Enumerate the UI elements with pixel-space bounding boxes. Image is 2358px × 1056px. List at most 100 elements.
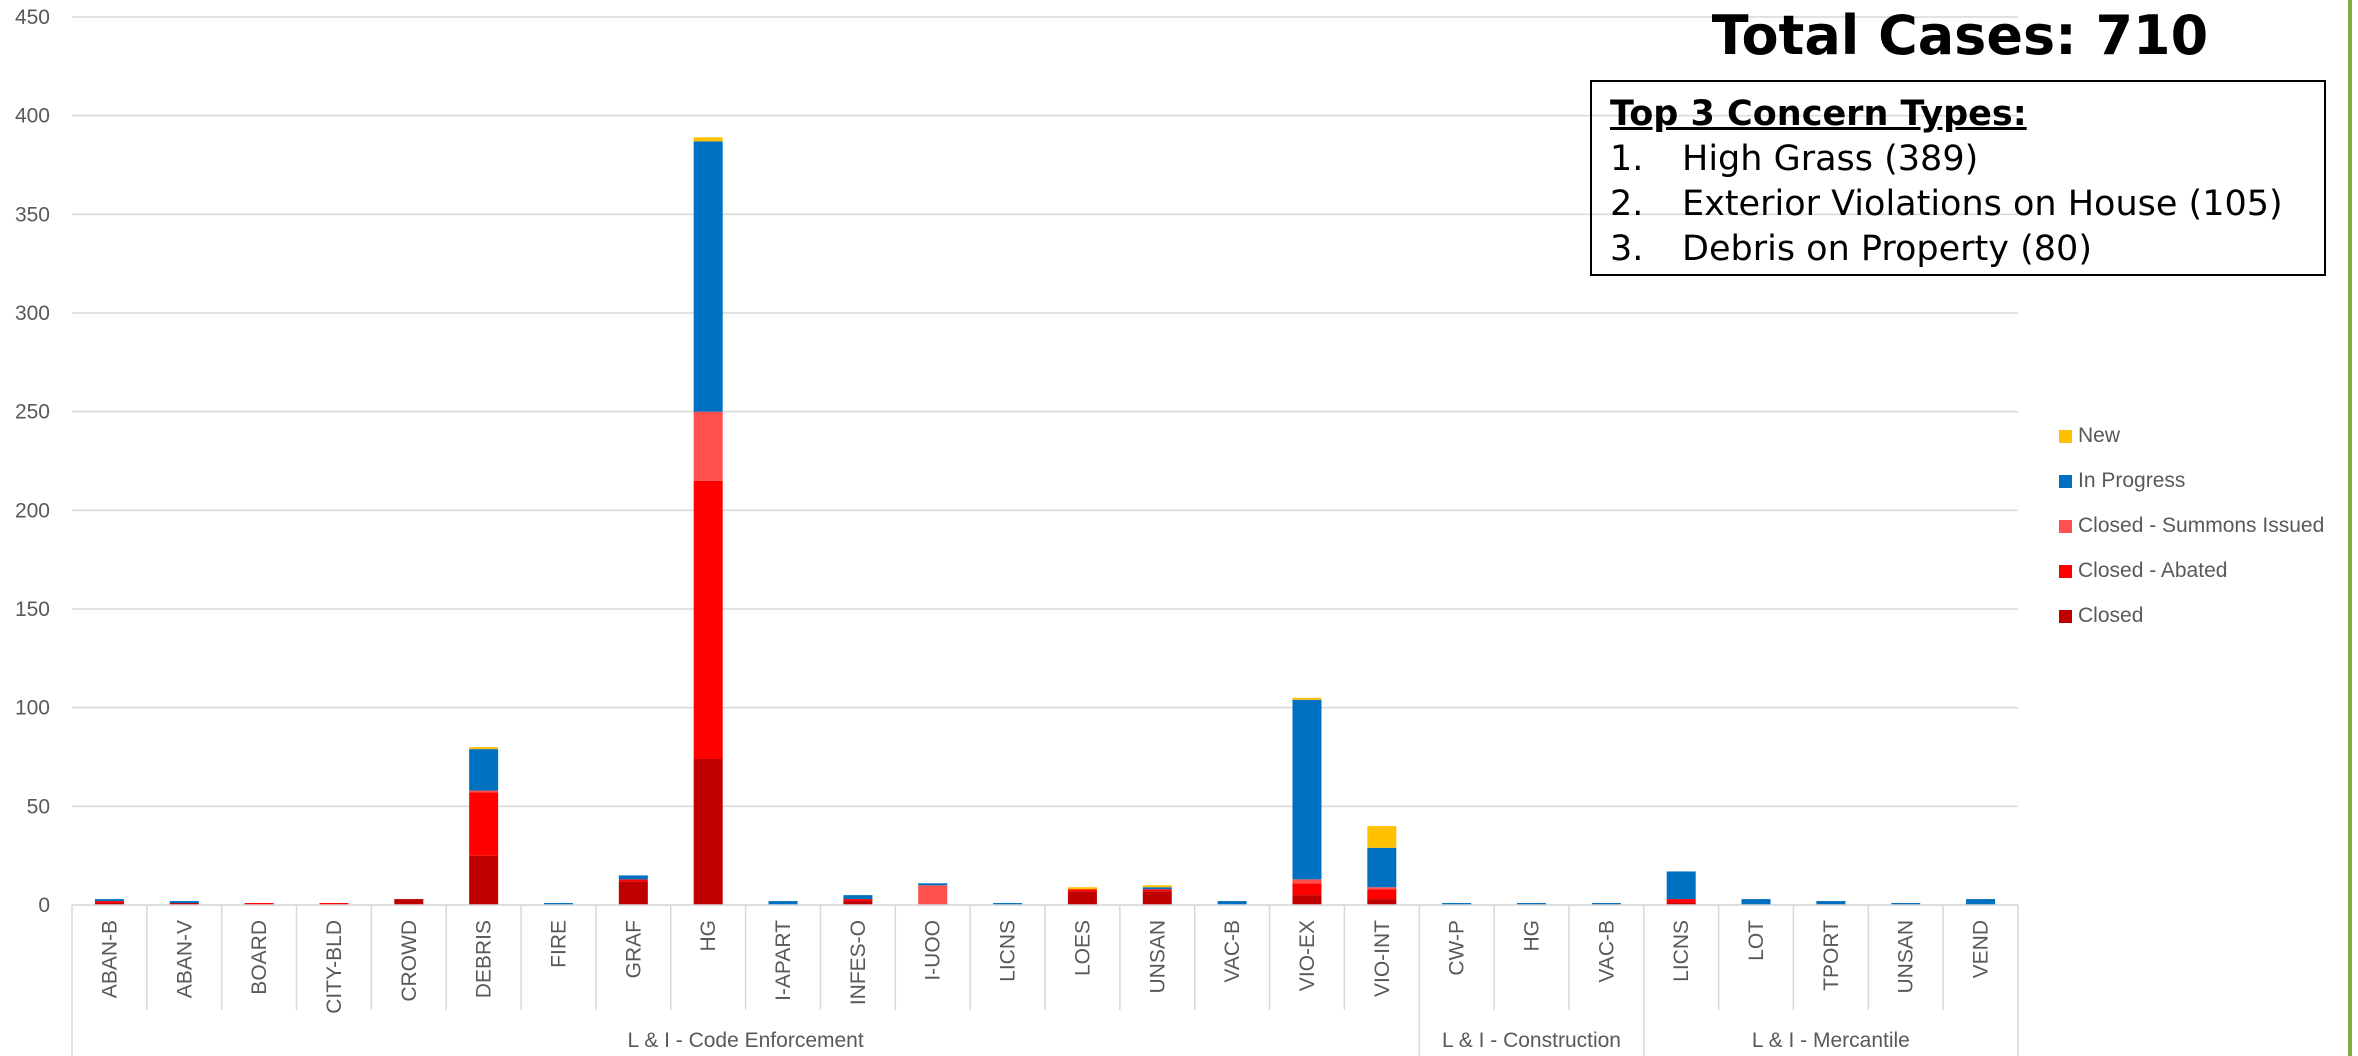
- legend-swatch: [2059, 565, 2072, 578]
- bar-segment-in-progress: [1666, 871, 1696, 900]
- y-tick-label: 150: [15, 598, 50, 621]
- bar-segment-closed: [394, 899, 424, 905]
- bar-segment-closed: [843, 901, 873, 905]
- x-tick-label: I-UOO: [922, 920, 945, 981]
- bar-segment-new: [1067, 887, 1097, 890]
- y-tick-label: 400: [15, 105, 50, 128]
- gridlines: [72, 16, 2018, 906]
- top-concern-text: High Grass (389): [1682, 139, 1979, 179]
- x-tick-label: I-APART: [772, 920, 795, 1001]
- top-concern-item: 3. Debris on Property (80): [1610, 227, 2306, 272]
- bar-segment-in-progress: [1816, 901, 1846, 905]
- y-tick-label: 250: [15, 401, 50, 424]
- top-concern-number: 2.: [1610, 184, 1644, 224]
- legend-label: Closed - Abated: [2078, 559, 2227, 582]
- top-concern-text: Debris on Property (80): [1682, 229, 2092, 269]
- x-tick-label: VAC-B: [1595, 920, 1618, 983]
- group-label: L & I - Code Enforcement: [628, 1029, 864, 1052]
- x-tick-label: CROWD: [398, 920, 421, 1002]
- y-tick-label: 0: [38, 894, 50, 917]
- bar-segment-closed: [469, 855, 499, 905]
- bar-segment-in-progress: [1142, 887, 1172, 890]
- legend-label: In Progress: [2078, 469, 2185, 492]
- legend-label: Closed - Summons Issued: [2078, 514, 2324, 537]
- bar-segment-closed-summons-issued: [1367, 887, 1397, 890]
- x-tick-label: VIO-EX: [1296, 920, 1319, 991]
- bar-segment-closed-abated: [469, 792, 499, 856]
- x-tick-label: LICNS: [997, 920, 1020, 982]
- bar-segment-in-progress: [1591, 903, 1621, 905]
- x-tick-label: ABAN-V: [173, 920, 196, 998]
- bar-segment-closed-abated: [1292, 883, 1322, 896]
- y-tick-label: 200: [15, 499, 50, 522]
- y-tick-label: 50: [27, 795, 50, 818]
- top-concerns-title: Top 3 Concern Types:: [1610, 94, 2027, 134]
- bar-segment-closed: [693, 758, 723, 905]
- x-tick-label: CITY-BLD: [323, 920, 346, 1014]
- x-tick-label: DEBRIS: [473, 920, 496, 998]
- bar-segment-in-progress: [169, 901, 199, 904]
- y-tick-label: 300: [15, 302, 50, 325]
- bar-segment-closed-abated: [319, 903, 349, 905]
- group-label: L & I - Mercantile: [1752, 1029, 1910, 1052]
- bar-segment-new: [693, 137, 723, 142]
- y-tick-label: 350: [15, 203, 50, 226]
- bar-segment-closed-abated: [94, 901, 124, 904]
- legend-label: New: [2078, 424, 2121, 447]
- bar-segment-new: [1292, 697, 1322, 700]
- bar-segment-closed: [1067, 891, 1097, 905]
- y-axis-ticks: 0 50 100 150 200 250 300 350 400 450: [15, 6, 50, 917]
- x-tick-label: VEND: [1970, 920, 1993, 978]
- bar-segment-closed-summons-issued: [693, 411, 723, 481]
- bar-segment-closed: [1367, 899, 1397, 905]
- y-tick-label: 450: [15, 6, 50, 29]
- x-tick-label: HG: [697, 920, 720, 952]
- x-tick-label: ABAN-B: [98, 920, 121, 998]
- x-tick-label: VAC-B: [1221, 920, 1244, 983]
- bar-segment-in-progress: [1442, 903, 1472, 905]
- bar-segment-closed: [169, 903, 199, 905]
- bar-segment-closed-summons-issued: [918, 885, 948, 905]
- x-tick-label: UNSAN: [1895, 920, 1918, 994]
- x-tick-label: BOARD: [248, 920, 271, 995]
- bar-segment-in-progress: [1891, 903, 1921, 905]
- bar-segment-in-progress: [993, 903, 1023, 905]
- bar-segment-closed-abated: [618, 879, 648, 882]
- top-concern-item: 2. Exterior Violations on House (105): [1610, 182, 2306, 227]
- bar-segment-closed: [1142, 891, 1172, 905]
- bar-segment-closed-abated: [843, 899, 873, 902]
- y-tick-label: 100: [15, 697, 50, 720]
- top-concern-item: 1. High Grass (389): [1610, 137, 2306, 182]
- legend-label: Closed: [2078, 604, 2143, 627]
- top-concern-number: 3.: [1610, 229, 1644, 269]
- bar-segment-in-progress: [1741, 899, 1771, 905]
- bar-segment-closed: [1292, 895, 1322, 905]
- x-tick-label: LOES: [1071, 920, 1094, 976]
- bar-segment-closed-abated: [1367, 889, 1397, 900]
- bar-segment-closed: [1666, 903, 1696, 905]
- legend-swatch: [2059, 610, 2072, 623]
- bar-segment-in-progress: [544, 903, 573, 905]
- bar-segment-in-progress: [768, 901, 798, 905]
- bar-segment-in-progress: [1367, 847, 1397, 888]
- x-axis: ABAN-B ABAN-V BOARD CITY-BLD CROWD DEBRIS FIRE…: [71, 904, 2019, 1056]
- bar-segment-closed-abated: [1142, 889, 1172, 892]
- bar-segment-in-progress: [918, 883, 948, 886]
- x-tick-label: HG: [1521, 920, 1544, 952]
- bar-segment-in-progress: [1292, 699, 1322, 880]
- bar-segment-in-progress: [1966, 899, 1996, 905]
- top-concern-text: Exterior Violations on House (105): [1682, 184, 2283, 224]
- slide-edge-accent: [2348, 0, 2352, 1056]
- bar-segment-in-progress: [618, 875, 648, 880]
- bar-segment-closed-abated: [693, 480, 723, 759]
- bar-segment-closed-summons-issued: [1292, 879, 1322, 884]
- bar-segment-closed: [94, 903, 124, 905]
- bar-segment-in-progress: [469, 749, 499, 791]
- legend-swatch: [2059, 430, 2072, 443]
- bar-segment-new: [469, 747, 499, 750]
- x-tick-label: CW-P: [1446, 920, 1469, 976]
- x-tick-label: LOT: [1745, 920, 1768, 961]
- legend-swatch: [2059, 520, 2072, 533]
- legend: New In Progress Closed - Summons Issued Clo…: [2059, 424, 2324, 627]
